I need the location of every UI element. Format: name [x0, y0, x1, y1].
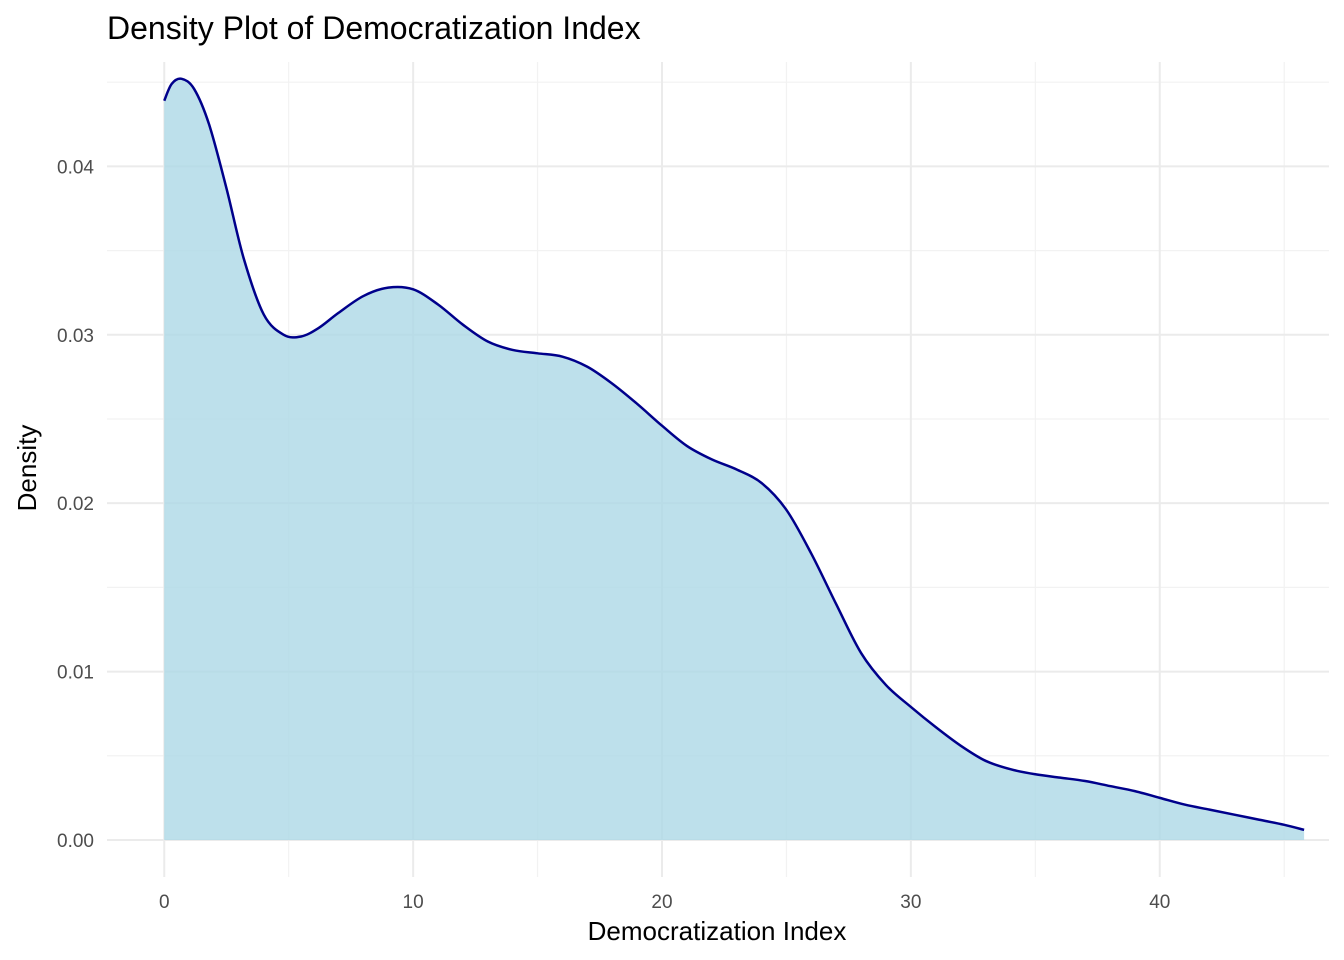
x-tick-label: 20 [651, 892, 672, 913]
y-tick-label: 0.01 [57, 663, 94, 684]
y-tick-label: 0.03 [57, 326, 94, 347]
x-tick-label: 30 [900, 892, 921, 913]
x-tick-label: 40 [1149, 892, 1170, 913]
x-tick-label: 0 [159, 892, 170, 913]
x-axis-tick-labels: 0 10 20 30 40 [159, 892, 1170, 913]
density-area-fill [164, 78, 1305, 840]
y-axis-title: Density [12, 425, 42, 512]
y-tick-label: 0.02 [57, 494, 94, 515]
y-axis-tick-labels: 0.00 0.01 0.02 0.03 0.04 [57, 157, 94, 852]
x-tick-label: 10 [403, 892, 424, 913]
y-tick-label: 0.04 [57, 157, 94, 178]
chart-title: Density Plot of Democratization Index [107, 10, 641, 46]
y-tick-label: 0.00 [57, 831, 94, 852]
x-axis-title: Democratization Index [588, 916, 847, 946]
density-curve-line [163, 77, 1305, 832]
